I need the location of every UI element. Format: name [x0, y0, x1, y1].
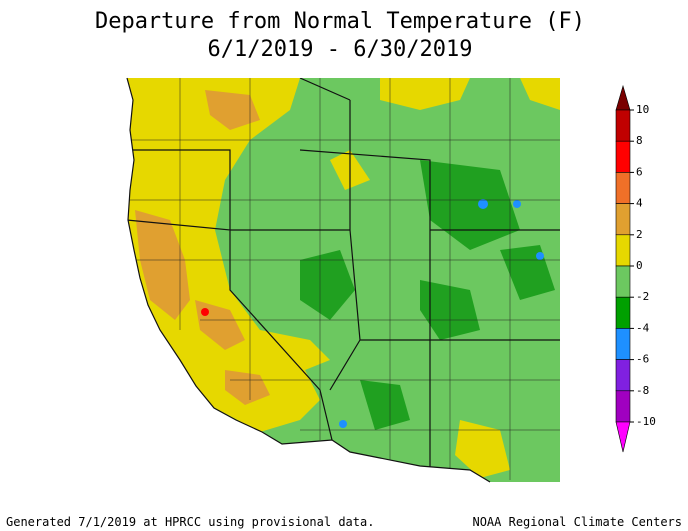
colorbar-cap	[615, 84, 631, 111]
colorbar-band	[615, 109, 631, 142]
colorbar-tick-label: -6	[636, 353, 649, 366]
colorbar-band	[615, 359, 631, 392]
colorbar-band	[615, 265, 631, 298]
colorbar-cap	[615, 421, 631, 453]
colorbar-tick-label: 2	[636, 228, 643, 241]
colorbar-tick-label: 0	[636, 259, 643, 272]
map	[126, 77, 560, 483]
colorbar-band	[615, 390, 631, 423]
colorbar-tick-label: -2	[636, 290, 649, 303]
colorbar-tick-label: -8	[636, 384, 649, 397]
colorbar-tick-label: 10	[636, 103, 649, 116]
title-line: 6/1/2019 - 6/30/2019	[208, 37, 473, 62]
colorbar-tick-label: 6	[636, 165, 643, 178]
colorbar: 10 8 6 4 2 0 -2 -4 -6 -8 -10	[615, 84, 656, 453]
footer-right: NOAA Regional Climate Centers	[472, 515, 682, 529]
colorbar-tick-label: -4	[636, 321, 650, 334]
colorbar-tick-label: 8	[636, 134, 643, 147]
colorbar-band	[615, 296, 631, 329]
colorbar-tick-label: -10	[636, 415, 656, 428]
colorbar-band	[615, 172, 631, 204]
colorbar-tick-label: 4	[636, 197, 643, 210]
colorbar-band	[615, 140, 631, 173]
title-line: Departure from Normal Temperature (F)	[95, 9, 585, 34]
footer-left: Generated 7/1/2019 at HPRCC using provis…	[6, 515, 374, 529]
colorbar-band	[615, 234, 631, 267]
colorbar-band	[615, 328, 631, 360]
colorbar-band	[615, 203, 631, 236]
